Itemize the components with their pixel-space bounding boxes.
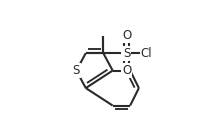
Text: Cl: Cl: [141, 47, 153, 60]
Text: O: O: [122, 29, 131, 42]
Text: S: S: [123, 47, 130, 60]
Text: O: O: [122, 64, 131, 77]
Text: S: S: [73, 64, 80, 77]
